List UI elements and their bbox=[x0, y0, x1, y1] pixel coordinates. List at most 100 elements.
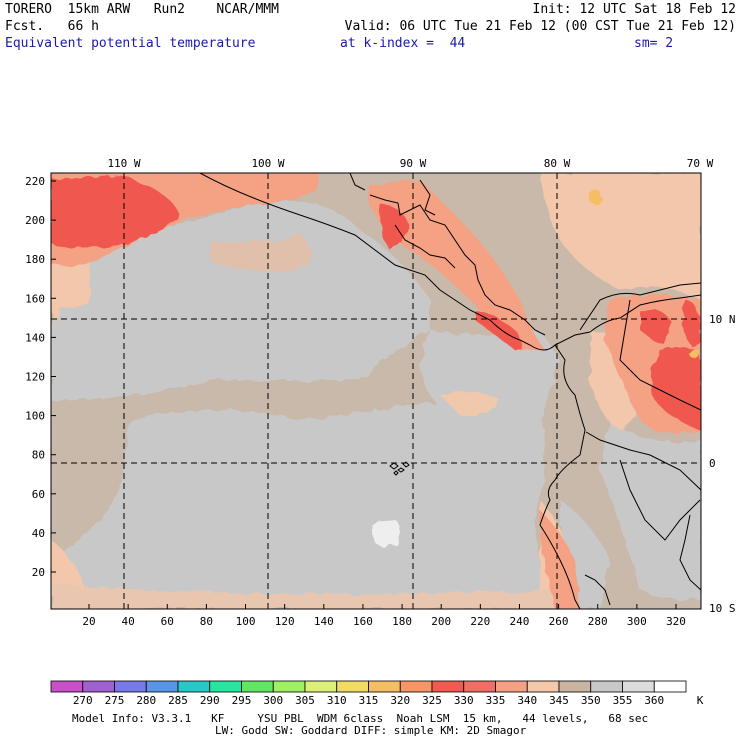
gray-region-north bbox=[51, 200, 430, 400]
smoothing: sm= 2 bbox=[634, 36, 674, 51]
colorbar-swatch bbox=[495, 680, 528, 693]
colorbar-level-label: 275 bbox=[105, 694, 125, 707]
colorbar-swatch bbox=[304, 680, 338, 693]
border-colombia-venezuela bbox=[619, 299, 701, 411]
colorbar-level-label: 345 bbox=[549, 694, 569, 707]
colorbar-swatch bbox=[241, 680, 274, 693]
border-yucatan bbox=[419, 179, 436, 216]
colorbar-level-label: 310 bbox=[327, 694, 347, 707]
coastline-pacific-south bbox=[539, 344, 586, 609]
border-ecuador-peru bbox=[585, 431, 701, 491]
x-tick-label: 120 bbox=[275, 615, 295, 628]
colorbar-swatch bbox=[82, 680, 115, 693]
x-tick-label: 60 bbox=[161, 615, 174, 628]
red-region-costarica bbox=[475, 310, 522, 350]
red-region-nw bbox=[51, 175, 180, 248]
y-tick-label: 60 bbox=[32, 488, 45, 501]
lon-label-80w: 80 W bbox=[544, 157, 571, 170]
colorbar-level-label: 300 bbox=[263, 694, 283, 707]
lon-label-70w: 70 W bbox=[687, 157, 714, 170]
coastlines bbox=[199, 173, 701, 609]
field-name: Equivalent potential temperature bbox=[5, 36, 256, 51]
x-axis-labels: 20 40 60 80 100 120 140 160 180 200 220 240 260 280 30… bbox=[82, 615, 686, 628]
tan-patch-caribbean bbox=[540, 173, 701, 300]
graticule bbox=[51, 173, 701, 609]
gray-region-amazon bbox=[600, 420, 701, 600]
colorbar-level-label: 355 bbox=[613, 694, 633, 707]
y-tick-label: 20 bbox=[32, 566, 45, 579]
colorbar-swatch bbox=[50, 680, 84, 693]
colorbar-swatch bbox=[526, 680, 560, 693]
lon-label-90w: 90 W bbox=[400, 157, 427, 170]
border-mexico bbox=[349, 173, 366, 191]
colorbar-swatch bbox=[622, 680, 655, 693]
model-title: TORERO 15km ARW Run2 NCAR/MMM bbox=[5, 2, 279, 17]
y-tick-label: 40 bbox=[32, 527, 45, 540]
colorbar-level-label: 270 bbox=[73, 694, 93, 707]
tan-strip-south bbox=[51, 585, 560, 609]
forecast-hour: Fcst. 66 h bbox=[5, 19, 99, 34]
colorbar-swatch bbox=[177, 680, 211, 693]
x-tick-label: 140 bbox=[314, 615, 334, 628]
lon-label-100w: 100 W bbox=[251, 157, 284, 170]
x-tick-label: 240 bbox=[510, 615, 530, 628]
red-region-guatemala bbox=[379, 205, 410, 250]
colorbar-level-label: 325 bbox=[422, 694, 442, 707]
colorbar-level-label: 315 bbox=[359, 694, 379, 707]
colorbar-level-label: 305 bbox=[295, 694, 315, 707]
border-peru-brazil bbox=[619, 459, 701, 541]
x-tick-label: 320 bbox=[666, 615, 686, 628]
colorbar-swatch bbox=[558, 680, 592, 693]
y-tick-label: 120 bbox=[25, 371, 45, 384]
galapagos-islands bbox=[389, 461, 410, 476]
colorbar-level-label: 285 bbox=[168, 694, 188, 707]
colorbar-level-label: 295 bbox=[232, 694, 252, 707]
x-tick-label: 100 bbox=[236, 615, 256, 628]
lat-label-10n: 10 N bbox=[709, 313, 736, 326]
x-tick-label: 160 bbox=[353, 615, 373, 628]
colorbar-level-label: 335 bbox=[486, 694, 506, 707]
red-region-andes-north bbox=[640, 308, 670, 345]
colorbar-level-label: 360 bbox=[644, 694, 664, 707]
x-tick-label: 180 bbox=[392, 615, 412, 628]
border-centralamerica bbox=[394, 224, 456, 269]
lat-label-10s: 10 S bbox=[709, 602, 736, 615]
map-frame bbox=[50, 172, 702, 610]
y-tick-label: 140 bbox=[25, 331, 45, 344]
y-tick-label: 100 bbox=[25, 410, 45, 423]
colorbar-swatch bbox=[399, 680, 433, 693]
colorbar-level-label: 330 bbox=[454, 694, 474, 707]
y-tick-label: 160 bbox=[25, 292, 45, 305]
x-tick-label: 40 bbox=[122, 615, 135, 628]
orange-spot-colombia bbox=[690, 349, 700, 359]
x-tick-label: 200 bbox=[431, 615, 451, 628]
y-tick-label: 80 bbox=[32, 449, 45, 462]
colorbar: 270 275 280 285 290 295 300 305 310 315 320 325 330 3… bbox=[50, 680, 687, 707]
coastline-pacific-north bbox=[199, 173, 701, 351]
valid-time: Valid: 06 UTC Tue 21 Feb 12 (00 CST Tue … bbox=[344, 19, 736, 34]
colorbar-swatch bbox=[590, 680, 623, 693]
lat-label-equator: 0 bbox=[709, 457, 716, 470]
x-tick-label: 80 bbox=[200, 615, 213, 628]
colorbar-swatch bbox=[653, 680, 687, 693]
colorbar-unit: K bbox=[697, 694, 704, 707]
model-info: Model Info: V3.3.1 KF YSU PBL WDM 6class… bbox=[72, 712, 649, 725]
border-chile bbox=[584, 574, 611, 606]
y-tick-label: 220 bbox=[25, 175, 45, 188]
x-tick-label: 300 bbox=[627, 615, 647, 628]
colorbar-level-label: 320 bbox=[390, 694, 410, 707]
coastline-colombia bbox=[579, 282, 701, 331]
colorbar-swatch bbox=[209, 680, 242, 693]
red-region-colombia bbox=[651, 346, 701, 430]
x-tick-label: 220 bbox=[470, 615, 490, 628]
white-spot bbox=[373, 519, 400, 547]
x-tick-label: 260 bbox=[549, 615, 569, 628]
coastline-caribbean bbox=[369, 194, 546, 336]
gray-region-south bbox=[51, 399, 560, 609]
axis-ticks bbox=[51, 180, 677, 609]
orange-spot-caribbean bbox=[588, 190, 602, 204]
colorbar-level-label: 340 bbox=[517, 694, 537, 707]
colorbar-swatch bbox=[336, 680, 369, 693]
tan-patch-mid bbox=[440, 391, 500, 416]
